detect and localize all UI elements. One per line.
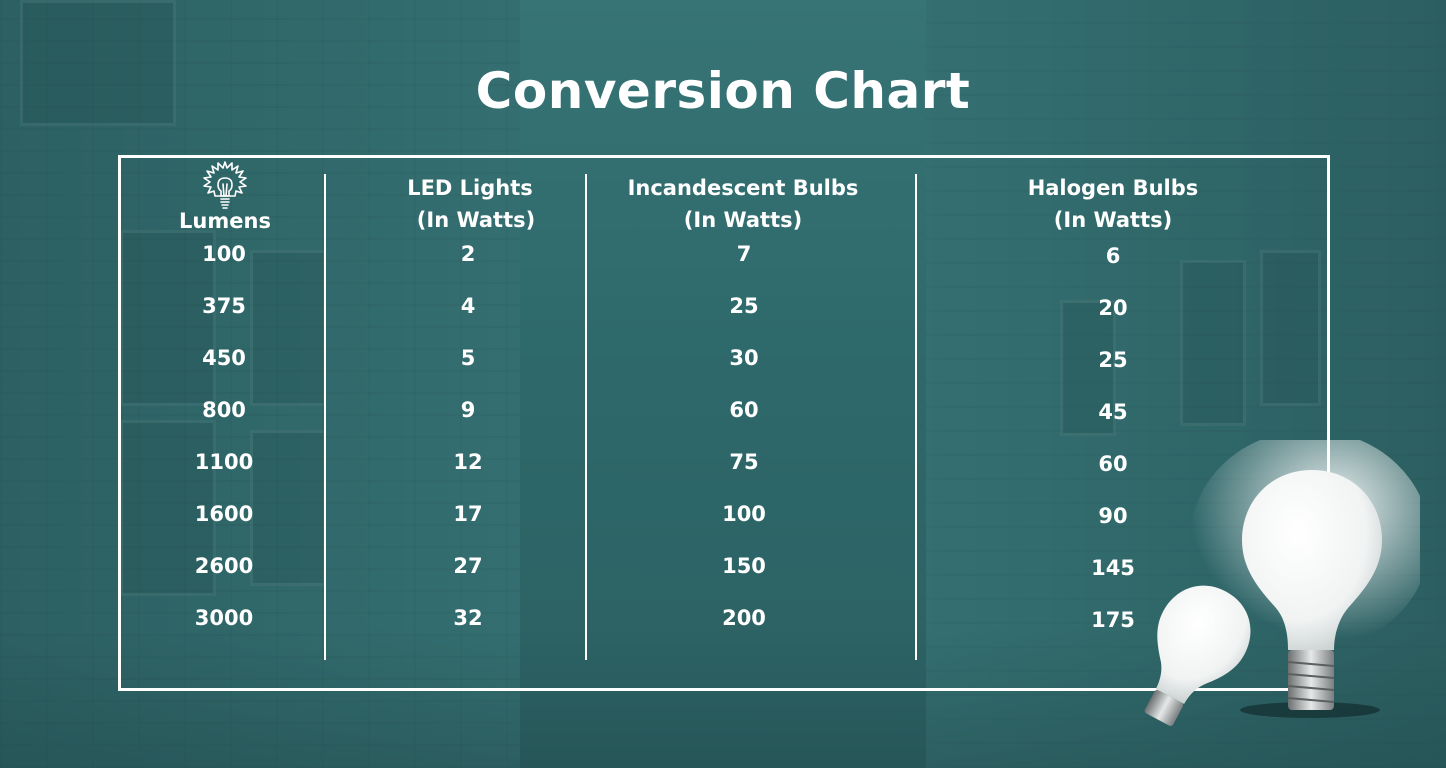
column-header-lumens: Lumens: [170, 205, 280, 237]
chart-title: Conversion Chart: [475, 62, 971, 120]
table-cell-incandescent: 150: [722, 554, 766, 578]
window: [1260, 250, 1321, 406]
table-cell-led: 32: [453, 606, 483, 630]
table-cell-incandescent: 30: [729, 346, 759, 370]
light-bulbs-image: [1144, 440, 1420, 726]
table-cell-lumens: 450: [202, 346, 246, 370]
table-cell-lumens: 1100: [194, 450, 254, 474]
table-cell-halogen: 25: [1098, 348, 1128, 372]
table-cell-incandescent: 25: [729, 294, 759, 318]
table-cell-led: 5: [460, 346, 476, 370]
window: [1060, 300, 1116, 436]
table-cell-incandescent: 7: [736, 242, 752, 266]
table-cell-halogen: 175: [1091, 608, 1135, 632]
column-divider: [585, 174, 587, 660]
table-cell-lumens: 2600: [194, 554, 254, 578]
column-header-line: Halogen Bulbs: [1027, 176, 1199, 200]
table-cell-incandescent: 200: [722, 606, 766, 630]
table-cell-halogen: 20: [1098, 296, 1128, 320]
table-cell-lumens: 800: [202, 398, 246, 422]
column-header-led: LED Lights (In Watts): [350, 172, 590, 236]
column-header-line: (In Watts): [683, 208, 803, 232]
window: [20, 0, 176, 126]
table-frame: [118, 155, 1330, 691]
table-cell-incandescent: 100: [722, 502, 766, 526]
column-header-halogen: Halogen Bulbs (In Watts): [985, 172, 1241, 236]
column-header-line: LED Lights: [407, 176, 533, 200]
column-header-line: (In Watts): [1053, 208, 1173, 232]
table-cell-incandescent: 75: [729, 450, 759, 474]
table-cell-lumens: 3000: [194, 606, 254, 630]
column-header-line: Lumens: [179, 209, 271, 233]
window: [120, 230, 216, 406]
table-cell-led: 9: [460, 398, 476, 422]
table-cell-incandescent: 60: [729, 398, 759, 422]
column-divider: [324, 174, 326, 660]
table-cell-halogen: 45: [1098, 400, 1128, 424]
table-cell-led: 27: [453, 554, 483, 578]
window: [1180, 260, 1246, 426]
table-cell-halogen: 6: [1105, 244, 1121, 268]
table-cell-lumens: 375: [202, 294, 246, 318]
table-cell-led: 17: [453, 502, 483, 526]
table-cell-led: 4: [460, 294, 476, 318]
table-cell-halogen: 90: [1098, 504, 1128, 528]
window: [120, 420, 216, 596]
column-header-line: Incandescent Bulbs: [627, 176, 859, 200]
table-cell-lumens: 100: [202, 242, 246, 266]
light-bulb-icon: [203, 161, 247, 209]
table-cell-lumens: 1600: [194, 502, 254, 526]
column-header-incandescent: Incandescent Bulbs (In Watts): [600, 172, 886, 236]
column-divider: [915, 174, 917, 660]
table-cell-halogen: 145: [1091, 556, 1135, 580]
column-header-line: (In Watts): [416, 208, 536, 232]
table-cell-led: 12: [453, 450, 483, 474]
table-cell-led: 2: [460, 242, 476, 266]
table-cell-halogen: 60: [1098, 452, 1128, 476]
left-brick-wall: [0, 0, 520, 768]
